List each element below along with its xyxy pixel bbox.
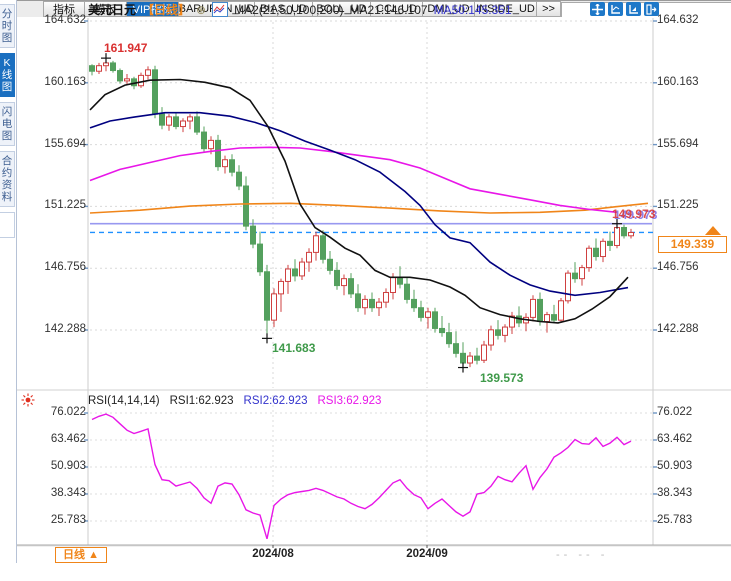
price-tick-label: 164.632 xyxy=(44,14,86,26)
rsi-tick-label: 63.462 xyxy=(657,432,693,445)
rsi-tick-label: 25.783 xyxy=(50,513,86,526)
price-tick-label: 146.756 xyxy=(657,261,699,274)
price-tick-label: 151.225 xyxy=(657,199,699,212)
sidebar-tab-0[interactable]: 分时图 xyxy=(0,4,15,48)
price-up-arrow-icon xyxy=(705,226,721,235)
indicator-tab-模板[interactable]: 模板 xyxy=(85,1,127,17)
indicator-tab-CCI_UD[interactable]: CCI_UD xyxy=(371,1,423,17)
timeframe-label: 【日线】 xyxy=(142,3,191,17)
axis-placeholder-dashes: -- -- - xyxy=(556,549,609,561)
ma-indicator-icon[interactable] xyxy=(212,2,229,17)
rsi-tick-label: 38.343 xyxy=(657,486,693,499)
price-tick-label: 160.163 xyxy=(44,75,86,88)
collapse-panel-icon[interactable] xyxy=(644,2,659,16)
rsi2-value: RSI2:62.923 xyxy=(243,395,308,407)
indicator-tab-BIAS_UD[interactable]: BIAS_UD xyxy=(255,1,313,17)
sidebar-empty-box xyxy=(0,212,15,238)
ma50-value: MA50:145.351 xyxy=(433,2,512,17)
aug-low-annotation: 141.683 xyxy=(272,341,316,355)
axis-scale-icon[interactable] xyxy=(608,2,623,16)
rsi-params-label: RSI(14,14,14) xyxy=(88,395,160,407)
price-tick-label: 151.225 xyxy=(44,199,86,212)
timeframe-button[interactable]: 日线 ▲ xyxy=(55,547,107,563)
price-tick-label: 160.163 xyxy=(657,75,699,88)
rsi-tick-label: 50.903 xyxy=(50,459,86,472)
chart-toolbar-icons xyxy=(590,2,659,16)
more-tabs-button[interactable]: >> xyxy=(537,1,561,17)
price-tick-label: 155.694 xyxy=(657,137,699,150)
indicator-tab-VIP指标[interactable]: VIP指标 xyxy=(127,1,179,17)
hline-value-label: 149.973 xyxy=(612,207,656,221)
date-label-2024/08: 2024/08 xyxy=(252,548,294,560)
ma21-value: MA21:146.107 xyxy=(349,2,428,17)
axis-zoom-icon[interactable] xyxy=(626,2,641,16)
sep-low-annotation: 139.573 xyxy=(480,371,524,385)
last-price-badge: 149.339 xyxy=(658,236,727,253)
high-price-annotation: 161.947 xyxy=(104,41,148,55)
ma-overlay-label: MA2(21,50,100,200) xyxy=(234,2,344,17)
indicator-tab-INSIDE_UD[interactable]: INSIDE_UD xyxy=(475,1,537,17)
rsi-tick-label: 38.343 xyxy=(50,486,86,499)
rsi-tick-label: 76.022 xyxy=(657,406,693,418)
rsi-settings-icon[interactable] xyxy=(21,393,35,412)
rsi1-value: RSI1:62.923 xyxy=(169,395,234,407)
price-tick-label: 155.694 xyxy=(44,137,86,150)
add-overlay-icon[interactable]: ⊕ xyxy=(196,2,207,17)
hline-value-label-shadow: 149.973 xyxy=(614,208,658,222)
rsi-tick-label: 76.022 xyxy=(50,406,86,418)
indicator-tab-DMI_UD[interactable]: DMI_UD xyxy=(423,1,475,17)
sidebar-tab-3[interactable]: 合约资料 xyxy=(0,151,15,207)
price-tick-label: 142.288 xyxy=(657,322,699,335)
sidebar-tab-2[interactable]: 闪电图 xyxy=(0,102,15,146)
indicator-tab-指标[interactable]: 指标 xyxy=(43,1,85,17)
chart-legend-bar: 美元日元 【日线】 ⊕ MA2(21,50,100,200) MA21:146.… xyxy=(88,2,512,17)
rsi-tick-label: 63.462 xyxy=(50,432,86,445)
symbol-name: 美元日元 xyxy=(88,3,137,17)
rsi-legend: RSI(14,14,14) RSI1:62.923 RSI2:62.923 RS… xyxy=(88,395,381,407)
crosshair-move-icon[interactable] xyxy=(590,2,605,16)
price-tick-label: 164.632 xyxy=(657,14,699,26)
rsi-tick-label: 50.903 xyxy=(657,459,693,472)
date-label-2024/09: 2024/09 xyxy=(406,548,448,560)
rsi3-value: RSI3:62.923 xyxy=(317,395,382,407)
price-tick-label: 142.288 xyxy=(44,322,86,335)
price-tick-label: 146.756 xyxy=(44,261,86,274)
rsi-tick-label: 25.783 xyxy=(657,513,693,526)
indicator-tab-BOLL_UD[interactable]: BOLL_UD xyxy=(313,1,371,17)
